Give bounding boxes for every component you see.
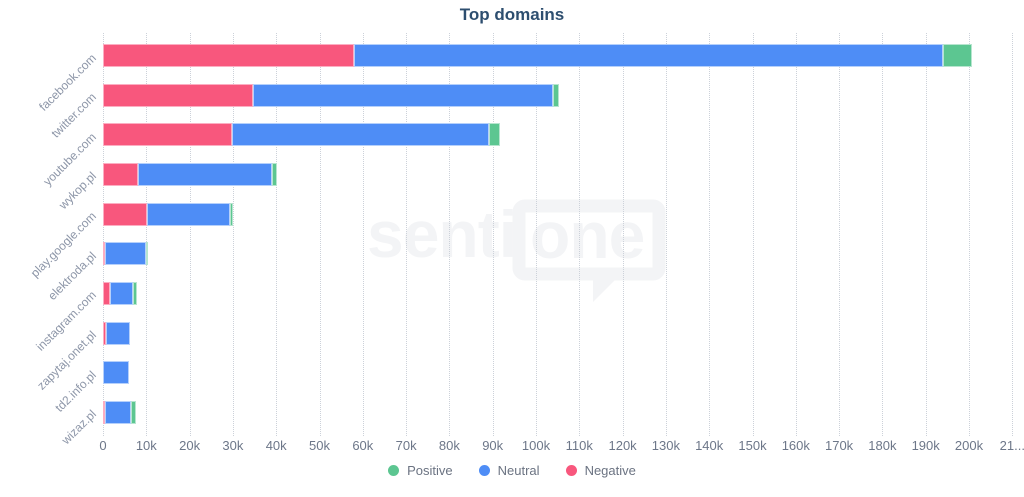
bar-segment-positive[interactable] — [489, 123, 501, 147]
x-tick-label: 60k — [352, 438, 374, 453]
legend: Positive Neutral Negative — [0, 463, 1024, 478]
gridline — [362, 33, 364, 436]
x-tick-label: 120k — [608, 438, 637, 453]
x-tick-label: 90k — [482, 438, 504, 453]
gridline — [103, 33, 104, 436]
legend-item-neutral[interactable]: Neutral — [478, 463, 540, 478]
x-tick-label: 70k — [395, 438, 417, 453]
bar-segment-negative[interactable] — [103, 281, 110, 305]
legend-item-positive[interactable]: Positive — [388, 463, 453, 478]
bar-row — [103, 281, 137, 305]
bar-row — [103, 242, 149, 266]
bar-row — [103, 400, 137, 424]
x-tick-label: 160k — [781, 438, 810, 453]
gridline — [752, 33, 754, 436]
legend-item-negative[interactable]: Negative — [565, 463, 636, 478]
bar-row — [103, 83, 559, 107]
bar-segment-neutral[interactable] — [231, 123, 490, 147]
bar-segment-negative[interactable] — [103, 202, 147, 226]
x-tick-label: 190k — [911, 438, 940, 453]
x-tick-label: 130k — [651, 438, 680, 453]
bar-segment-neutral[interactable] — [146, 202, 230, 226]
x-tick-label: 150k — [738, 438, 767, 453]
gridline — [319, 33, 321, 436]
bar-row — [103, 44, 973, 67]
bar-segment-negative[interactable] — [103, 321, 106, 345]
x-tick-label: 40k — [265, 438, 287, 453]
gridline — [232, 33, 234, 436]
x-tick-label: 0 — [99, 438, 107, 453]
gridline — [146, 33, 148, 436]
x-tick-label: 200k — [954, 438, 984, 453]
bar-segment-negative[interactable] — [103, 400, 106, 424]
gridline — [882, 33, 884, 436]
negative-legend-dot — [565, 465, 577, 476]
gridline — [622, 33, 624, 436]
x-tick-label: 21... — [999, 438, 1024, 453]
bar-segment-negative[interactable] — [103, 123, 232, 147]
gridline — [276, 33, 278, 436]
bar-segment-neutral[interactable] — [105, 242, 147, 266]
sentione-watermark: senti one — [367, 197, 666, 302]
bar-segment-neutral[interactable] — [109, 281, 133, 305]
positive-legend-dot — [388, 465, 400, 476]
bar-segment-neutral[interactable] — [138, 162, 273, 186]
chart-title: Top domains — [459, 5, 565, 24]
x-tick-label: 10k — [135, 438, 157, 453]
legend-label: Negative — [584, 463, 636, 478]
x-tick-label: 50k — [309, 438, 330, 453]
bar-segment-neutral[interactable] — [105, 321, 130, 345]
watermark-senti-text: senti — [367, 197, 516, 271]
gridline — [839, 33, 841, 436]
bar-segment-neutral[interactable] — [105, 400, 131, 424]
bar-row — [103, 202, 233, 226]
x-tick-label: 20k — [179, 438, 201, 453]
gridline — [709, 33, 711, 436]
bar-row — [103, 123, 501, 147]
bar-segment-positive[interactable] — [272, 162, 277, 186]
gridline — [406, 33, 408, 436]
watermark-one-text: one — [530, 198, 644, 272]
bar-segment-positive[interactable] — [146, 242, 149, 266]
gridline — [969, 33, 970, 436]
bar-segment-negative[interactable] — [103, 44, 355, 67]
x-tick-label: 30k — [222, 438, 244, 453]
bar-segment-positive[interactable] — [553, 83, 559, 107]
gridline — [189, 33, 191, 436]
bar-segment-positive[interactable] — [130, 400, 137, 424]
bar-row — [103, 321, 130, 345]
gridline — [925, 33, 927, 436]
watermark-speech-bubble — [512, 199, 666, 281]
neutral-legend-dot — [478, 465, 490, 476]
gridline — [579, 33, 581, 436]
bar-segment-neutral[interactable] — [354, 44, 943, 67]
bar-segment-neutral[interactable] — [253, 83, 554, 107]
x-tick-label: 140k — [695, 438, 724, 453]
x-tick-label: 170k — [824, 438, 854, 453]
x-tick-label: 180k — [868, 438, 897, 453]
bar-segment-negative[interactable] — [103, 162, 139, 186]
bar-segment-positive[interactable] — [132, 281, 137, 305]
gridline — [449, 33, 451, 436]
bar-segment-positive[interactable] — [229, 202, 233, 226]
gridline — [492, 33, 494, 436]
legend-label: Neutral — [497, 463, 540, 478]
bar-segment-positive[interactable] — [942, 44, 973, 67]
bar-row — [103, 361, 130, 385]
bar-segment-negative[interactable] — [103, 242, 105, 266]
x-tick-label: 80k — [438, 438, 460, 453]
x-tick-label: 100k — [521, 438, 551, 453]
gridline — [795, 33, 797, 436]
x-tick-label: 110k — [565, 438, 593, 453]
gridline — [1012, 33, 1014, 436]
bar-segment-neutral[interactable] — [103, 361, 130, 385]
gridline — [665, 33, 667, 436]
bar-row — [103, 162, 277, 186]
bar-segment-negative[interactable] — [103, 83, 254, 107]
legend-label: Positive — [407, 463, 453, 478]
gridline — [536, 33, 537, 436]
